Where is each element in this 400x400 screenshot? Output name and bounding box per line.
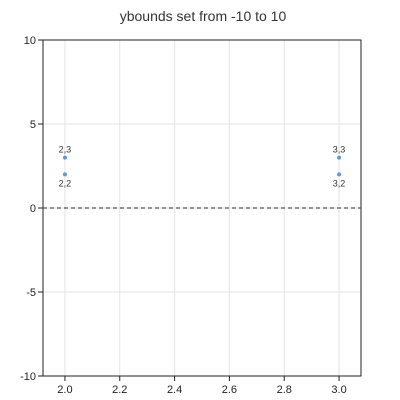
x-tick-label: 2.2 <box>112 384 127 396</box>
tick-labels: 2.0 2.2 2.4 2.6 2.8 3.0 10 5 0 -5 -10 <box>20 35 347 396</box>
x-tick-label: 3.0 <box>331 384 346 396</box>
data-points <box>62 155 342 177</box>
x-tick-label: 2.8 <box>277 384 292 396</box>
x-tick-label: 2.4 <box>167 384 182 396</box>
y-tick-label: 10 <box>24 35 36 47</box>
y-tick-label: -10 <box>20 371 36 383</box>
data-point-2-3 <box>62 155 67 160</box>
point-labels: 2,3 2,2 3,3 3,2 <box>59 145 346 189</box>
point-label-3-3: 3,3 <box>333 145 346 155</box>
x-tick-label: 2.6 <box>222 384 237 396</box>
point-label-2-2: 2,2 <box>59 178 72 188</box>
y-tick-label: 5 <box>30 119 36 131</box>
data-point-3-2 <box>337 172 342 177</box>
axes <box>38 39 362 381</box>
point-label-2-3: 2,3 <box>59 145 72 155</box>
grid-lines <box>43 39 361 377</box>
y-tick-label: -5 <box>26 287 36 299</box>
data-point-3-3 <box>337 155 342 160</box>
point-label-3-2: 3,2 <box>333 178 346 188</box>
x-tick-label: 2.0 <box>57 384 72 396</box>
data-point-2-2 <box>62 172 67 177</box>
y-tick-label: 0 <box>30 203 36 215</box>
chart-title: ybounds set from -10 to 10 <box>120 8 287 24</box>
